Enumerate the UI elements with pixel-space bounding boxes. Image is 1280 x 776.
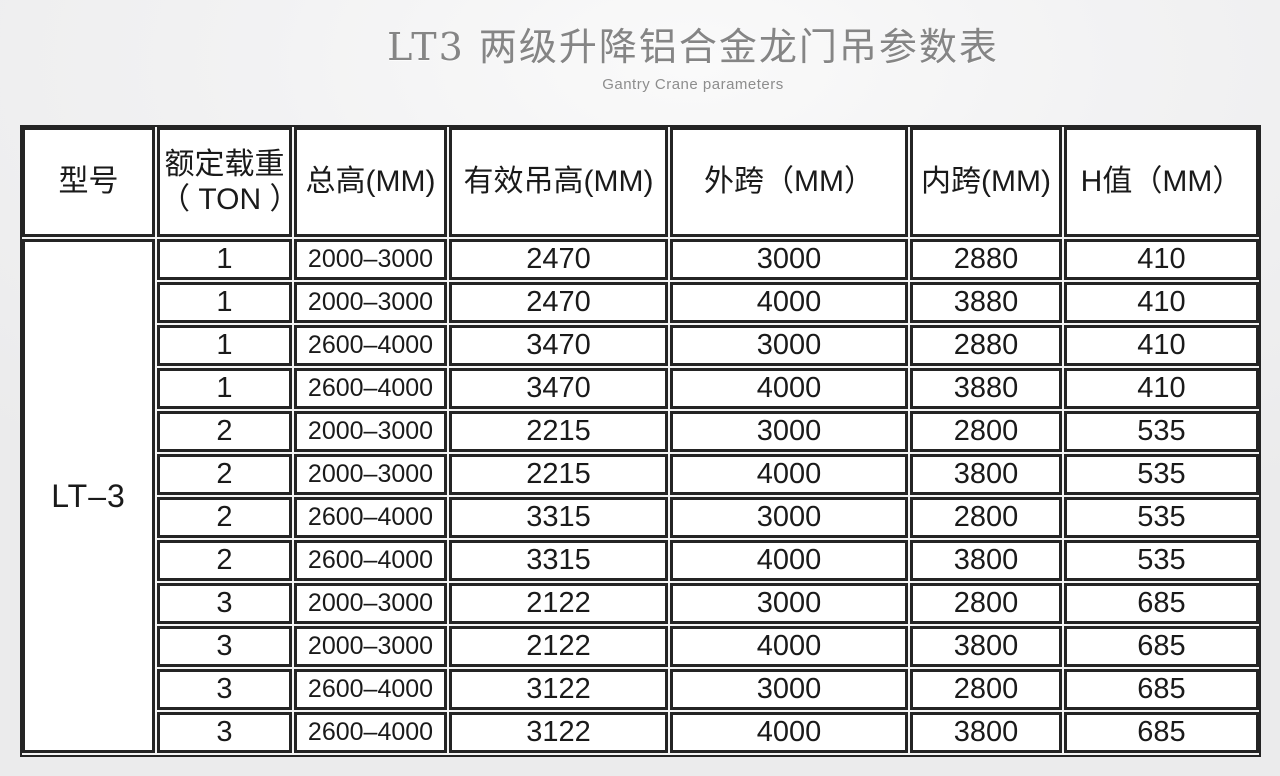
cell-inner-span: 3800 [910,540,1062,581]
cell-inner-span: 3880 [910,282,1062,323]
cell-inner-span: 2800 [910,411,1062,452]
cell-h-value: 685 [1064,669,1259,710]
cell-effective-height: 2215 [449,454,668,495]
cell-rated-load: 2 [157,540,292,581]
cell-rated-load: 1 [157,325,292,366]
cell-inner-span: 3800 [910,454,1062,495]
cell-total-height: 2000–3000 [294,282,447,323]
cell-rated-load: 3 [157,669,292,710]
cell-total-height: 2600–4000 [294,669,447,710]
cell-total-height: 2600–4000 [294,712,447,753]
cell-outer-span: 3000 [670,325,908,366]
page-subtitle: Gantry Crane parameters [602,76,784,93]
cell-h-value: 685 [1064,583,1259,624]
cell-inner-span: 3800 [910,712,1062,753]
cell-outer-span: 4000 [670,540,908,581]
cell-total-height: 2600–4000 [294,540,447,581]
title-block: LT3 两级升降铝合金龙门吊参数表 Gantry Crane parameter… [53,0,1280,93]
cell-outer-span: 3000 [670,497,908,538]
cell-rated-load: 1 [157,239,292,280]
header-rated-load: 额定载重 （ TON ） [157,127,292,237]
parameters-table: 型号 额定载重 （ TON ） 总高(MM) 有效吊高(MM) 外跨（MM） 内… [20,125,1261,757]
cell-effective-height: 3315 [449,497,668,538]
cell-h-value: 410 [1064,368,1259,409]
cell-outer-span: 4000 [670,282,908,323]
cell-effective-height: 2215 [449,411,668,452]
cell-outer-span: 4000 [670,712,908,753]
cell-total-height: 2600–4000 [294,368,447,409]
cell-total-height: 2000–3000 [294,626,447,667]
cell-effective-height: 2470 [449,282,668,323]
cell-total-height: 2600–4000 [294,325,447,366]
cell-rated-load: 3 [157,626,292,667]
cell-rated-load: 3 [157,712,292,753]
cell-inner-span: 3880 [910,368,1062,409]
cell-h-value: 535 [1064,540,1259,581]
cell-rated-load: 1 [157,282,292,323]
cell-total-height: 2000–3000 [294,239,447,280]
cell-inner-span: 2800 [910,583,1062,624]
cell-effective-height: 2470 [449,239,668,280]
cell-total-height: 2600–4000 [294,497,447,538]
cell-h-value: 535 [1064,411,1259,452]
cell-inner-span: 2880 [910,239,1062,280]
cell-h-value: 410 [1064,282,1259,323]
header-model: 型号 [22,127,155,237]
cell-rated-load: 2 [157,497,292,538]
header-inner-span: 内跨(MM) [910,127,1062,237]
cell-effective-height: 3315 [449,540,668,581]
cell-outer-span: 3000 [670,669,908,710]
cell-outer-span: 3000 [670,411,908,452]
cell-h-value: 685 [1064,712,1259,753]
cell-rated-load: 2 [157,411,292,452]
cell-outer-span: 4000 [670,454,908,495]
cell-inner-span: 3800 [910,626,1062,667]
cell-h-value: 535 [1064,454,1259,495]
cell-inner-span: 2880 [910,325,1062,366]
model-cell: LT–3 [22,239,155,753]
cell-effective-height: 3122 [449,669,668,710]
cell-rated-load: 3 [157,583,292,624]
cell-effective-height: 3470 [449,325,668,366]
cell-total-height: 2000–3000 [294,411,447,452]
cell-effective-height: 3122 [449,712,668,753]
cell-inner-span: 2800 [910,497,1062,538]
cell-inner-span: 2800 [910,669,1062,710]
cell-effective-height: 2122 [449,626,668,667]
header-effective-height: 有效吊高(MM) [449,127,668,237]
header-outer-span: 外跨（MM） [670,127,908,237]
cell-outer-span: 4000 [670,626,908,667]
cell-total-height: 2000–3000 [294,583,447,624]
page-title: LT3 两级升降铝合金龙门吊参数表 [387,25,999,69]
header-h-value: H值（MM） [1064,127,1259,237]
cell-rated-load: 2 [157,454,292,495]
cell-h-value: 410 [1064,325,1259,366]
cell-h-value: 685 [1064,626,1259,667]
cell-h-value: 535 [1064,497,1259,538]
cell-total-height: 2000–3000 [294,454,447,495]
cell-h-value: 410 [1064,239,1259,280]
cell-outer-span: 4000 [670,368,908,409]
cell-effective-height: 2122 [449,583,668,624]
cell-outer-span: 3000 [670,583,908,624]
header-total-height: 总高(MM) [294,127,447,237]
cell-rated-load: 1 [157,368,292,409]
cell-outer-span: 3000 [670,239,908,280]
cell-effective-height: 3470 [449,368,668,409]
